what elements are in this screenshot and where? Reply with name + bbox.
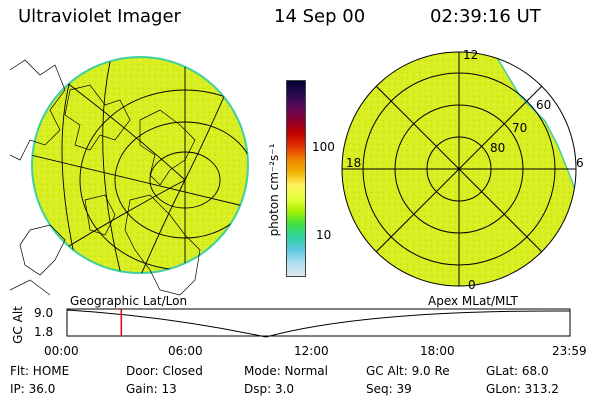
status-ip: IP: 36.0 <box>10 382 56 396</box>
status-gc-alt: GC Alt: 9.0 Re <box>366 364 450 378</box>
timeline-xtick-1200: 12:00 <box>294 344 329 358</box>
timeline-xtick-1800: 18:00 <box>420 344 455 358</box>
app-title: Ultraviolet Imager <box>18 6 181 27</box>
mlt-label-12: 12 <box>463 48 478 62</box>
mlat-label-80: 80 <box>490 141 505 155</box>
magnetic-caption: Apex MLat/MLT <box>428 294 518 308</box>
colorbar-tick-10: 10 <box>316 228 332 242</box>
status-door: Door: Closed <box>126 364 203 378</box>
status-glat: GLat: 68.0 <box>486 364 549 378</box>
mlat-label-60: 60 <box>536 98 551 112</box>
status-gain: Gain: 13 <box>126 382 177 396</box>
status-flight: Flt: HOME <box>10 364 70 378</box>
geographic-map <box>10 56 249 296</box>
magnetic-map: 12 18 6 0 60 70 80 <box>341 48 584 291</box>
altitude-timeline <box>66 308 571 338</box>
timeline-xtick-0000: 00:00 <box>44 344 79 358</box>
timeline-xtick-2359: 23:59 <box>552 344 587 358</box>
status-mode: Mode: Normal <box>244 364 328 378</box>
date-display: 14 Sep 00 <box>274 6 366 27</box>
geographic-caption: Geographic Lat/Lon <box>70 294 188 308</box>
earth-disk <box>31 56 249 274</box>
timeline-xtick-0600: 06:00 <box>168 344 203 358</box>
mlt-label-6: 6 <box>576 156 584 170</box>
status-glon: GLon: 313.2 <box>486 382 559 396</box>
colorbar-tick-100: 100 <box>312 140 335 154</box>
altitude-curve <box>66 309 571 338</box>
mlat-mlt-grid <box>341 51 577 287</box>
mlt-label-18: 18 <box>346 156 361 170</box>
colorbar <box>286 80 306 277</box>
timeline-ytick-high: 9.0 <box>34 306 54 320</box>
mlat-label-70: 70 <box>512 121 527 135</box>
timeline-ytick-low: 1.8 <box>34 325 54 339</box>
time-display: 02:39:16 UT <box>430 6 541 27</box>
status-seq: Seq: 39 <box>366 382 412 396</box>
coastlines <box>10 59 201 296</box>
status-dsp: Dsp: 3.0 <box>244 382 295 396</box>
mlt-label-0: 0 <box>468 278 476 291</box>
colorbar-unit-label: photon cm⁻²s⁻¹ <box>267 143 281 237</box>
timeline-axis-label: GC Alt <box>11 306 25 344</box>
